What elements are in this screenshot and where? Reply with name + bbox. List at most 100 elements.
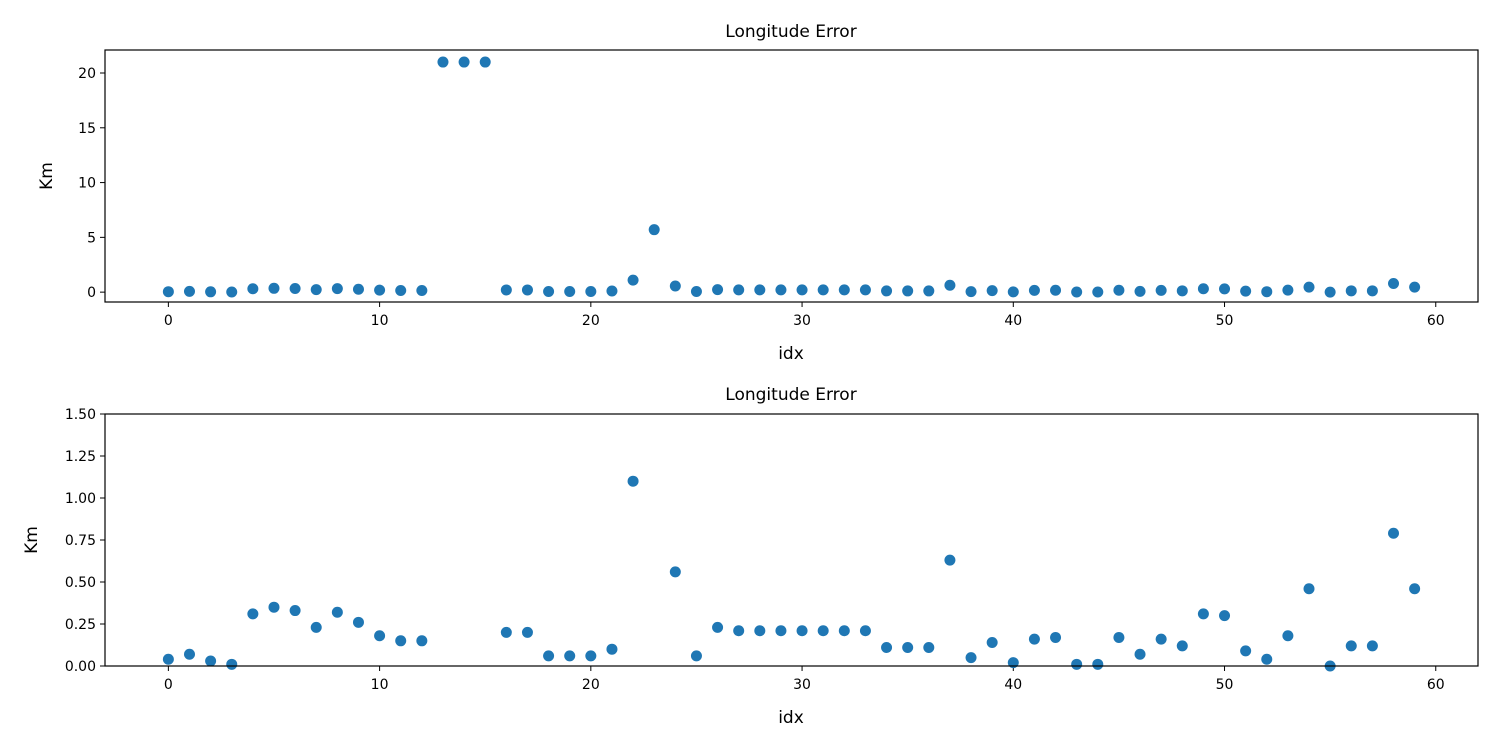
x-tick-label: 0 <box>164 677 173 693</box>
data-point <box>796 284 808 296</box>
data-point <box>733 625 745 637</box>
data-point <box>1071 658 1083 670</box>
data-point <box>606 643 618 655</box>
data-point <box>310 284 322 296</box>
data-point <box>796 625 808 637</box>
data-point <box>1409 583 1421 595</box>
y-tick-label: 1.00 <box>65 491 96 507</box>
x-tick-label: 30 <box>793 313 811 329</box>
y-tick-label: 0.25 <box>65 617 96 633</box>
data-point <box>902 642 914 654</box>
data-point <box>838 284 850 296</box>
data-point <box>416 635 428 647</box>
data-point <box>965 286 977 298</box>
data-point <box>183 285 195 297</box>
data-point <box>986 285 998 297</box>
data-point <box>162 286 174 298</box>
data-point <box>416 284 428 296</box>
data-point <box>1113 284 1125 296</box>
data-point <box>1388 277 1400 289</box>
data-point <box>268 282 280 294</box>
data-point <box>648 224 660 236</box>
x-tick-label: 60 <box>1427 313 1445 329</box>
data-point <box>1155 633 1167 645</box>
x-tick-label: 30 <box>793 677 811 693</box>
data-point <box>775 284 787 296</box>
data-point <box>1219 283 1231 295</box>
data-point <box>162 653 174 665</box>
data-point <box>395 284 407 296</box>
data-point <box>944 554 956 566</box>
data-point <box>881 285 893 297</box>
data-point <box>331 606 343 618</box>
data-point <box>1113 631 1125 643</box>
data-point <box>944 279 956 291</box>
y-tick-label: 0.50 <box>65 575 96 591</box>
data-point <box>331 283 343 295</box>
data-point <box>1028 284 1040 296</box>
data-point <box>374 630 386 642</box>
y-tick-label: 15 <box>78 121 96 137</box>
data-point <box>1134 648 1146 660</box>
data-point <box>1007 657 1019 669</box>
x-tick-label: 40 <box>1004 313 1022 329</box>
x-tick-label: 0 <box>164 313 173 329</box>
data-point <box>289 605 301 617</box>
plot-frame <box>104 413 1479 667</box>
data-point <box>1219 610 1231 622</box>
data-point <box>1261 653 1273 665</box>
y-tick-label: 0 <box>87 285 96 301</box>
data-point <box>564 650 576 662</box>
data-point <box>754 284 766 296</box>
data-point <box>986 636 998 648</box>
chart-bottom: Longitude Error idx Km 0 10 20 30 40 50 60 0.00… <box>22 385 1479 728</box>
x-axis-label: idx <box>778 708 804 728</box>
data-point <box>543 285 555 297</box>
data-point <box>226 286 238 298</box>
data-point <box>352 616 364 628</box>
y-tick-label: 5 <box>87 230 96 246</box>
data-point <box>205 286 217 298</box>
x-axis-label: idx <box>778 344 804 364</box>
data-point <box>521 626 533 638</box>
data-point <box>1409 281 1421 293</box>
x-tick-label: 50 <box>1216 677 1234 693</box>
data-point <box>754 625 766 637</box>
data-point <box>1007 286 1019 298</box>
data-point <box>1303 281 1315 293</box>
data-point <box>1092 286 1104 298</box>
data-point <box>1176 640 1188 652</box>
x-tick-label: 20 <box>582 677 600 693</box>
data-point <box>352 283 364 295</box>
data-point <box>500 284 512 296</box>
x-tick-label: 20 <box>582 313 600 329</box>
y-tick-label: 0.00 <box>65 659 96 675</box>
data-point <box>1282 284 1294 296</box>
y-tick-label: 10 <box>78 176 96 192</box>
data-point <box>585 285 597 297</box>
data-point <box>458 56 470 68</box>
data-point <box>310 621 322 633</box>
data-point <box>479 56 491 68</box>
data-point <box>669 566 681 578</box>
data-point <box>1197 608 1209 620</box>
data-point <box>564 285 576 297</box>
data-point <box>1261 286 1273 298</box>
data-point <box>902 285 914 297</box>
data-point <box>1176 285 1188 297</box>
data-point <box>775 625 787 637</box>
chart-top: Longitude Error idx Km 0 10 20 30 40 50 60 0 5 10… <box>37 22 1479 364</box>
data-point <box>1050 284 1062 296</box>
data-point <box>817 625 829 637</box>
x-tick-label: 10 <box>371 313 389 329</box>
data-point <box>1388 527 1400 539</box>
y-tick-label: 1.25 <box>65 449 96 465</box>
data-point <box>1028 633 1040 645</box>
data-point <box>543 650 555 662</box>
y-axis-label: Km <box>22 526 42 554</box>
x-tick-label: 40 <box>1004 677 1022 693</box>
data-point <box>1134 285 1146 297</box>
data-point <box>500 626 512 638</box>
data-point <box>374 284 386 296</box>
chart-title: Longitude Error <box>725 22 856 42</box>
